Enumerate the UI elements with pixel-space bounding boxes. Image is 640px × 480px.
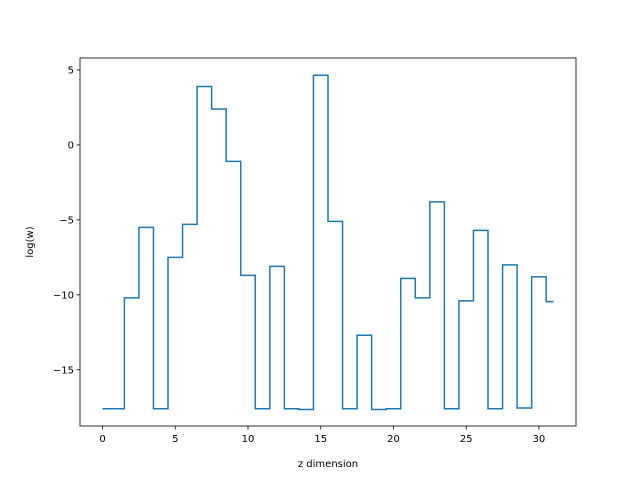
x-tick-label: 20 [387, 434, 400, 445]
x-axis: 0 5 10 15 20 25 30 [99, 426, 545, 445]
y-tick-label: −15 [53, 365, 74, 376]
y-tick-label: 0 [68, 140, 74, 151]
y-tick-label: −5 [59, 215, 74, 226]
x-tick-label: 30 [533, 434, 546, 445]
x-tick-label: 5 [172, 434, 178, 445]
x-tick-label: 15 [314, 434, 327, 445]
plot-area [102, 74, 554, 411]
y-tick-label: 5 [68, 65, 74, 76]
axes-frame [79, 57, 577, 427]
y-axis: −15 −10 −5 0 5 [53, 65, 80, 376]
series-step-line [102, 74, 554, 411]
x-tick-label: 0 [99, 434, 105, 445]
x-tick-label: 25 [460, 434, 473, 445]
x-tick-label: 10 [242, 434, 255, 445]
y-tick-label: −10 [53, 290, 74, 301]
y-axis-label: log(w) [25, 226, 36, 257]
x-axis-label: z dimension [298, 459, 358, 470]
